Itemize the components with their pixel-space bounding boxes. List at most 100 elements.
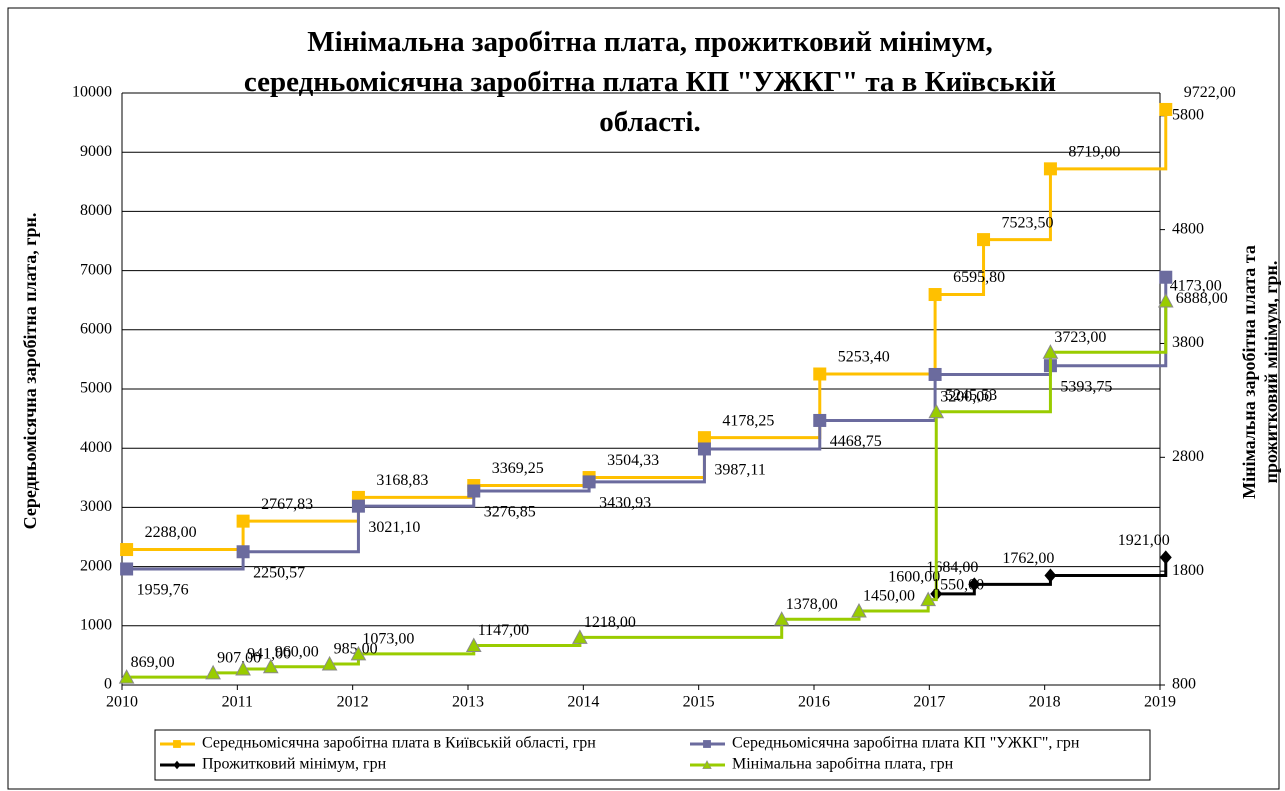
data-point <box>572 629 588 644</box>
data-point <box>321 655 338 671</box>
data-label: 6595,80 <box>953 269 1005 286</box>
x-tick-label: 2016 <box>798 694 830 711</box>
y-tick-label: 0 <box>104 676 112 693</box>
data-label: 2767,83 <box>261 496 313 513</box>
data-label: 3504,33 <box>607 452 659 469</box>
data-label: 1147,00 <box>478 622 529 639</box>
data-point <box>813 367 827 381</box>
legend-label: Прожитковий мінімум, грн <box>202 756 387 773</box>
legend-box <box>154 729 1151 781</box>
data-label: 2288,00 <box>145 524 197 541</box>
legend-marker <box>702 760 712 769</box>
y-tick-label: 6000 <box>80 320 112 337</box>
data-point <box>697 442 711 456</box>
data-point <box>262 658 279 674</box>
data-label: 4178,25 <box>722 412 774 429</box>
y-tick-label: 7000 <box>80 261 112 278</box>
data-label: 3369,25 <box>492 460 544 477</box>
chart-frame <box>7 7 1280 790</box>
legend-label: Мінімальна заробітна плата, грн <box>732 756 954 773</box>
x-tick-label: 2018 <box>1029 694 1061 711</box>
data-point <box>920 591 937 607</box>
data-point <box>928 288 942 302</box>
data-point <box>928 403 945 419</box>
y-tick-label: 8000 <box>80 202 112 219</box>
data-point <box>582 475 596 489</box>
data-label: 5393,75 <box>1060 378 1112 395</box>
data-label: 8719,00 <box>1068 144 1120 161</box>
data-label: 2250,57 <box>253 564 305 581</box>
data-point <box>1157 292 1174 308</box>
data-point <box>120 543 134 557</box>
data-label: 3200,00 <box>940 388 992 405</box>
data-label: 3987,11 <box>714 462 765 479</box>
y-tick-label: 1000 <box>80 616 112 633</box>
data-point <box>968 577 981 592</box>
legend-label: Середньомісячна заробітна плата КП "УЖКГ… <box>732 735 1080 752</box>
y-tick-label: 5000 <box>80 380 112 397</box>
y2-tick-label: 2800 <box>1172 448 1204 465</box>
y2-tick-label: 3800 <box>1172 334 1204 351</box>
y2-tick-label: 5800 <box>1172 106 1204 123</box>
series-line <box>126 277 1168 571</box>
data-label: 985,00 <box>334 641 378 658</box>
y-tick-label: 3000 <box>80 498 112 515</box>
data-label: 4468,75 <box>830 433 882 450</box>
data-point <box>205 664 221 680</box>
data-label: 3430,93 <box>599 495 651 512</box>
x-tick-label: 2012 <box>337 694 369 711</box>
data-point <box>118 669 135 684</box>
data-label: 6888,00 <box>1176 290 1228 307</box>
data-point <box>1159 270 1173 284</box>
data-label: 869,00 <box>131 654 175 671</box>
data-label: 1450,00 <box>863 588 915 605</box>
data-label: 1762,00 <box>1002 550 1054 567</box>
legend-marker <box>173 760 181 770</box>
series-line <box>936 557 1168 596</box>
data-label: 1218,00 <box>584 614 636 631</box>
data-point <box>1159 550 1172 565</box>
data-point <box>851 602 867 618</box>
y-axis-label: Середньомісячна заробітна плата, грн. <box>20 212 40 530</box>
x-tick-label: 2013 <box>452 694 484 711</box>
data-point <box>977 233 991 247</box>
x-tick-label: 2017 <box>913 694 945 711</box>
data-label: 9722,00 <box>1184 84 1236 101</box>
y2-tick-label: 1800 <box>1172 562 1204 579</box>
chart-title: Мінімальна заробітна плата, прожитковий … <box>243 26 1057 138</box>
legend-marker <box>173 740 181 748</box>
data-point <box>1043 162 1057 176</box>
y2-tick-label: 800 <box>1172 676 1196 693</box>
data-point <box>697 431 711 445</box>
data-label: 1073,00 <box>362 631 414 648</box>
data-point <box>1044 568 1057 583</box>
data-point <box>120 562 134 576</box>
y-tick-label: 2000 <box>80 557 112 574</box>
y2-tick-label: 4800 <box>1172 220 1204 237</box>
y2-axis-label: Мінімальна заробітна плата та прожиткови… <box>1239 245 1281 499</box>
data-point <box>236 514 250 528</box>
data-point <box>235 660 251 676</box>
data-point <box>236 545 250 559</box>
data-point <box>813 413 827 427</box>
data-point <box>350 645 367 661</box>
y-tick-label: 10000 <box>72 84 112 101</box>
data-label: 960,00 <box>275 643 319 660</box>
data-point <box>1159 102 1173 116</box>
data-point <box>465 637 482 652</box>
x-tick-label: 2019 <box>1144 694 1176 711</box>
y-tick-label: 9000 <box>80 143 112 160</box>
y-tick-label: 4000 <box>80 439 112 456</box>
data-label: 1550,00 <box>932 576 984 593</box>
data-label: 3168,83 <box>376 472 428 489</box>
x-tick-label: 2010 <box>106 694 138 711</box>
data-label: 1921,00 <box>1118 532 1170 549</box>
x-tick-label: 2011 <box>222 694 253 711</box>
data-point <box>1042 344 1059 359</box>
data-label: 3723,00 <box>1054 329 1106 346</box>
series-line <box>126 300 1168 679</box>
data-label: 4173,00 <box>1170 278 1222 295</box>
data-label: 1684,00 <box>926 559 978 576</box>
